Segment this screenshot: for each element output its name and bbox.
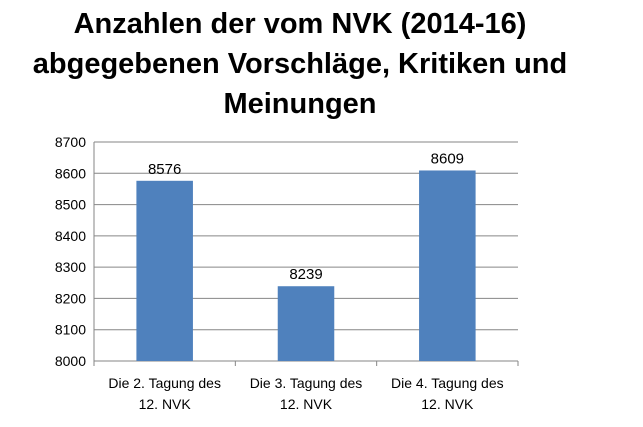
x-tick-label: Die 2. Tagung des: [108, 375, 221, 391]
x-tick-label: 12. NVK: [280, 396, 333, 412]
y-tick-label: 8500: [55, 197, 86, 213]
data-label: 8609: [431, 150, 464, 167]
y-tick-label: 8400: [55, 228, 86, 244]
labels: 8000 8100 8200 8300 8400 8500 8600 8700 8576 Die …: [55, 134, 504, 412]
x-tick-label: 12. NVK: [421, 396, 474, 412]
bars: [136, 170, 476, 361]
bar: [419, 170, 476, 361]
bar: [277, 286, 335, 361]
y-tick-label: 8000: [55, 353, 86, 369]
chart-title-line-2: abgegebenen Vorschläge, Kritiken und: [32, 48, 568, 80]
data-label: 8576: [148, 161, 181, 178]
chart-title-line-1: Anzahlen der vom NVK (2014-16): [73, 8, 527, 40]
data-label: 8239: [289, 266, 322, 283]
y-tick-label: 8300: [55, 259, 86, 275]
chart-title-line-3: Meinungen: [223, 88, 377, 120]
x-tick-label: Die 4. Tagung des: [391, 375, 504, 391]
y-tick-label: 8100: [55, 322, 86, 338]
chart-title: Anzahlen der vom NVK (2014-16) abgegeben…: [0, 4, 600, 124]
y-tick-label: 8200: [55, 290, 86, 306]
x-tick-label: Die 3. Tagung des: [250, 375, 363, 391]
x-tick-label: 12. NVK: [139, 396, 192, 412]
y-tick-label: 8700: [55, 134, 86, 150]
y-tick-label: 8600: [55, 165, 86, 181]
bar: [136, 180, 193, 361]
